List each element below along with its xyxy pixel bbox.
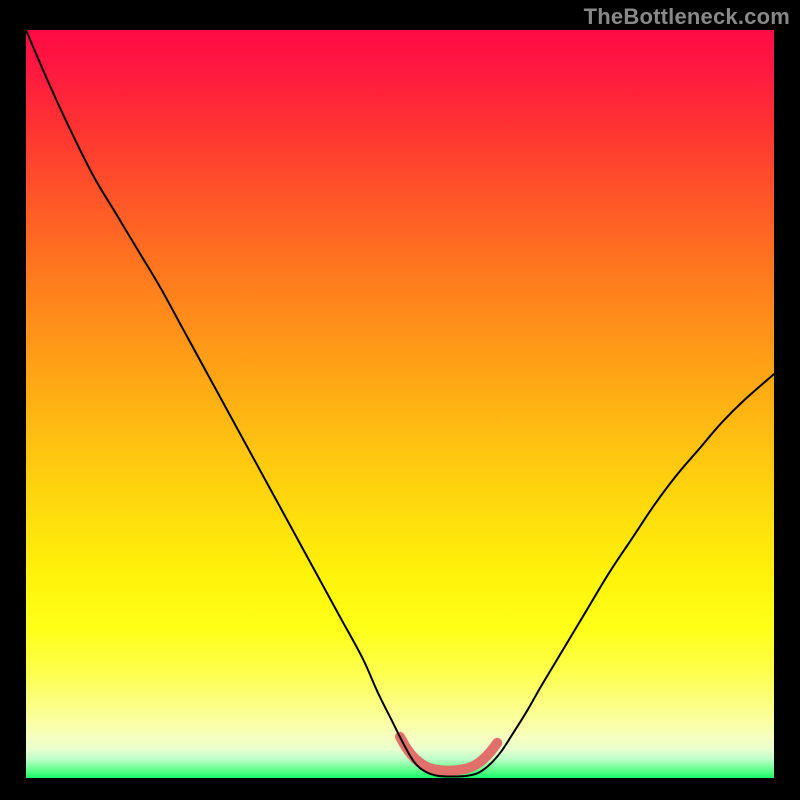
chart-frame: TheBottleneck.com [0,0,800,800]
bottleneck-curve-chart [26,30,774,778]
plot-area [26,30,774,778]
watermark-text: TheBottleneck.com [584,4,790,30]
gradient-background [26,30,774,778]
